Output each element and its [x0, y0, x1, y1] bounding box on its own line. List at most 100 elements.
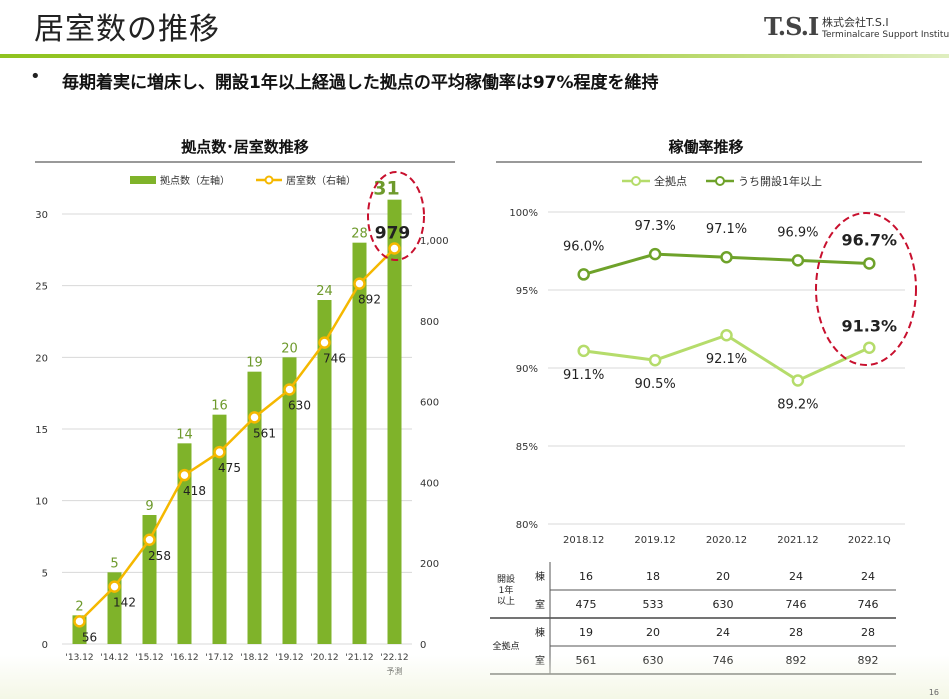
- legend-line-marker: [264, 175, 274, 185]
- title-underline: [0, 54, 949, 58]
- occupancy-value-label: 96.7%: [842, 230, 898, 249]
- highlight-ellipse-right: [815, 212, 917, 366]
- capacity-bar: [212, 414, 227, 644]
- left-axis-tick: 0: [42, 640, 48, 651]
- rooms-point: [388, 242, 401, 255]
- rooms-value-label: 746: [323, 352, 346, 366]
- bar-value-label: 28: [351, 227, 368, 242]
- occupancy-value-label: 91.1%: [563, 368, 604, 383]
- left-axis-tick: 10: [35, 497, 48, 508]
- table-cell: 24: [789, 570, 803, 583]
- table-group-label: 1年: [499, 584, 514, 596]
- capacity-bar: [352, 242, 367, 644]
- occupancy-point: [791, 254, 805, 267]
- rooms-point: [283, 383, 296, 396]
- right-x-tick: 2021.12: [777, 535, 818, 546]
- rooms-value-label: 475: [218, 461, 241, 475]
- table-cell: 28: [861, 626, 875, 639]
- footer-band: [0, 655, 949, 699]
- rooms-point: [353, 277, 366, 290]
- rooms-value-label: 979: [375, 223, 411, 243]
- rooms-value-label: 630: [288, 398, 311, 412]
- occupancy-point: [577, 344, 590, 358]
- occupancy-value-label: 97.3%: [634, 219, 675, 234]
- legend-line-label: 居室数（右軸）: [286, 174, 356, 187]
- legend-bar-swatch: [130, 176, 156, 184]
- capacity-bar: [177, 443, 192, 644]
- occupancy-value-label: 89.2%: [777, 397, 818, 412]
- rooms-value-label: 56: [82, 630, 97, 644]
- rooms-value-label: 142: [113, 596, 136, 610]
- occupancy-value-label: 97.1%: [706, 222, 747, 237]
- page-title: 居室数の推移: [34, 12, 220, 47]
- table-cell: 16: [579, 570, 593, 583]
- legend-all-label: 全拠点: [654, 174, 687, 188]
- capacity-chart: 拠点数･居室数推移 拠点数（左軸） 居室数（右軸） 05101520253002…: [35, 138, 455, 676]
- occupancy-value-label: 96.0%: [563, 239, 604, 254]
- right-legend: 全拠点 うち開設1年以上: [622, 174, 822, 188]
- bar-value-label: 9: [145, 499, 153, 514]
- right-x-tick: 2019.12: [634, 535, 675, 546]
- right-axis-tick: 400: [420, 478, 439, 489]
- rooms-line: [78, 247, 396, 623]
- legend-1yr-label: うち開設1年以上: [738, 174, 822, 188]
- table-cell: 746: [786, 598, 807, 611]
- table-cell: 475: [576, 598, 597, 611]
- right-y-tick: 85%: [516, 442, 538, 453]
- table-cell: 630: [713, 598, 734, 611]
- occupancy-point: [648, 353, 662, 367]
- bar-value-label: 20: [281, 341, 298, 356]
- left-legend: 拠点数（左軸） 居室数（右軸）: [130, 174, 356, 187]
- right-x-tick: 2018.12: [563, 535, 604, 546]
- bullet-dot: •: [30, 66, 41, 87]
- table-cell: 24: [861, 570, 875, 583]
- bar-value-label: 2: [75, 599, 83, 614]
- left-axis-tick: 5: [42, 568, 48, 579]
- bar-value-label: 5: [110, 556, 118, 571]
- logo-mark: T.S.I: [764, 12, 819, 41]
- table-cell: 24: [716, 626, 730, 639]
- legend-bar-label: 拠点数（左軸）: [160, 174, 230, 187]
- right-axis-tick: 0: [420, 640, 426, 651]
- rooms-point: [178, 468, 191, 482]
- occupancy-point: [863, 257, 876, 270]
- occupancy-chart: 稼働率推移 全拠点 うち開設1年以上 80% 85% 90% 95% 100% 2018.…: [496, 138, 922, 546]
- bar-value-label: 31: [373, 178, 399, 200]
- occupancy-point: [791, 374, 805, 387]
- rooms-value-label: 892: [358, 293, 381, 307]
- table-cell: 18: [646, 570, 660, 583]
- capacity-bar: [317, 300, 332, 644]
- right-y-tick: 80%: [516, 520, 538, 531]
- occupancy-value-label: 92.1%: [706, 352, 747, 367]
- table-cell: 20: [716, 570, 730, 583]
- occupancy-point: [863, 341, 876, 354]
- table-cell: 533: [643, 598, 664, 611]
- rooms-value-label: 561: [253, 426, 276, 440]
- right-axis-tick: 200: [420, 559, 439, 570]
- capacity-bar: [282, 357, 297, 644]
- occupancy-point: [720, 250, 733, 264]
- occupancy-point: [648, 247, 662, 261]
- table-row-head: 棟: [535, 626, 545, 639]
- bar-value-label: 14: [176, 427, 193, 442]
- legend-all-marker: [631, 176, 641, 186]
- right-x-tick: 2022.1Q: [848, 535, 891, 546]
- rooms-point: [213, 445, 226, 459]
- occupancy-point: [577, 268, 590, 281]
- highlight-ellipse-left: [367, 171, 425, 261]
- table-cell: 746: [858, 598, 879, 611]
- table-group-label: 以上: [497, 596, 515, 607]
- capacity-bar: [247, 371, 262, 644]
- bar-value-label: 19: [246, 356, 263, 371]
- capacity-bar: [387, 199, 402, 644]
- table-group-label: 全拠点: [492, 640, 519, 652]
- bar-value-label: 16: [211, 399, 228, 414]
- right-y-tick: 100%: [509, 208, 538, 219]
- right-y-tick: 90%: [516, 364, 538, 375]
- occupancy-value-label: 91.3%: [842, 317, 898, 336]
- right-axis-tick: 800: [420, 317, 439, 328]
- right-chart-title: 稼働率推移: [668, 138, 743, 156]
- left-axis-tick: 15: [35, 425, 48, 436]
- left-axis-tick: 20: [35, 353, 48, 364]
- table-row-head: 室: [535, 598, 545, 611]
